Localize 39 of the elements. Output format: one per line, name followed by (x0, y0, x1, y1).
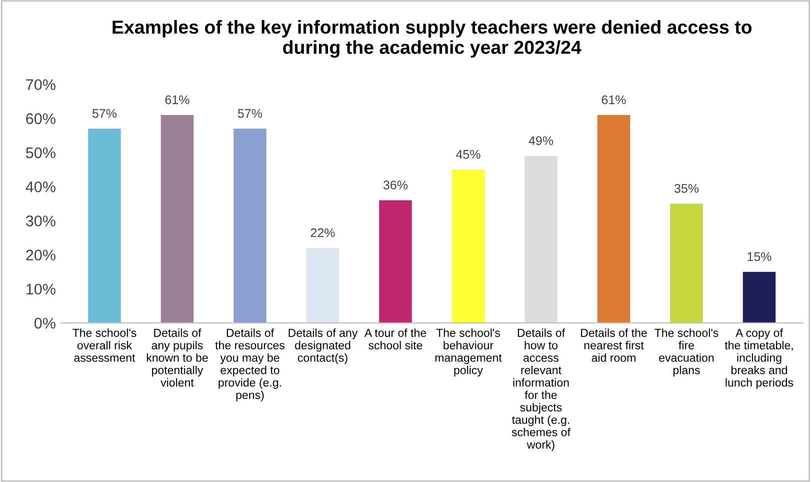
y-tick-label: 30% (26, 216, 56, 226)
y-tick-label: 10% (26, 284, 56, 295)
y-tick-label: 50% (26, 147, 56, 158)
data-label: 15% (748, 252, 772, 262)
x-tick-label: The school's fire evacuation plans (654, 328, 718, 376)
x-tick-label: A copy of the timetable, including breaks and lunch periods (724, 328, 794, 389)
y-tick-label: 40% (26, 181, 56, 192)
y-tick-label: 0% (34, 318, 56, 329)
x-tick-label: A tour of the school site (364, 328, 426, 350)
bar (597, 115, 630, 323)
data-label: 45% (456, 150, 480, 159)
x-tick-label: Details of any pupils known to be potentially violent (146, 328, 208, 387)
data-label: 57% (238, 109, 262, 118)
bar (670, 204, 703, 323)
data-label: 61% (165, 95, 190, 104)
x-tick-label: The school's overall risk assessment (72, 328, 136, 362)
y-tick-label: 70% (26, 79, 56, 90)
bar (160, 115, 194, 323)
x-tick-label: The school's behaviour management policy (435, 328, 502, 376)
data-label: 35% (674, 184, 699, 193)
bar (452, 170, 485, 323)
bar (306, 248, 340, 323)
x-tick-label: Details of any designated contact(s) (288, 328, 358, 364)
data-label: 57% (92, 109, 117, 118)
bar (234, 128, 266, 323)
y-tick-label: 20% (26, 250, 56, 260)
x-tick-label: Details of the nearest first aid room (581, 328, 647, 362)
data-label: 36% (383, 180, 408, 190)
chart-title: Examples of the key information supply teachers were denied access to during the academic year 2023/24 (112, 20, 752, 58)
bar (524, 156, 558, 323)
y-tick-label: 60% (26, 113, 56, 124)
bar (379, 200, 412, 323)
x-tick-label: Details of the resources you may be expected to provide (e.g. pens) (215, 328, 284, 402)
data-label: 61% (602, 95, 626, 104)
category-label: Details of how to access relevant information for the subjects taught (e.g. schemes of work) (512, 328, 570, 451)
data-label: 49% (528, 136, 554, 146)
bar (88, 128, 121, 323)
bar (742, 272, 776, 323)
data-label: 22% (310, 228, 335, 238)
